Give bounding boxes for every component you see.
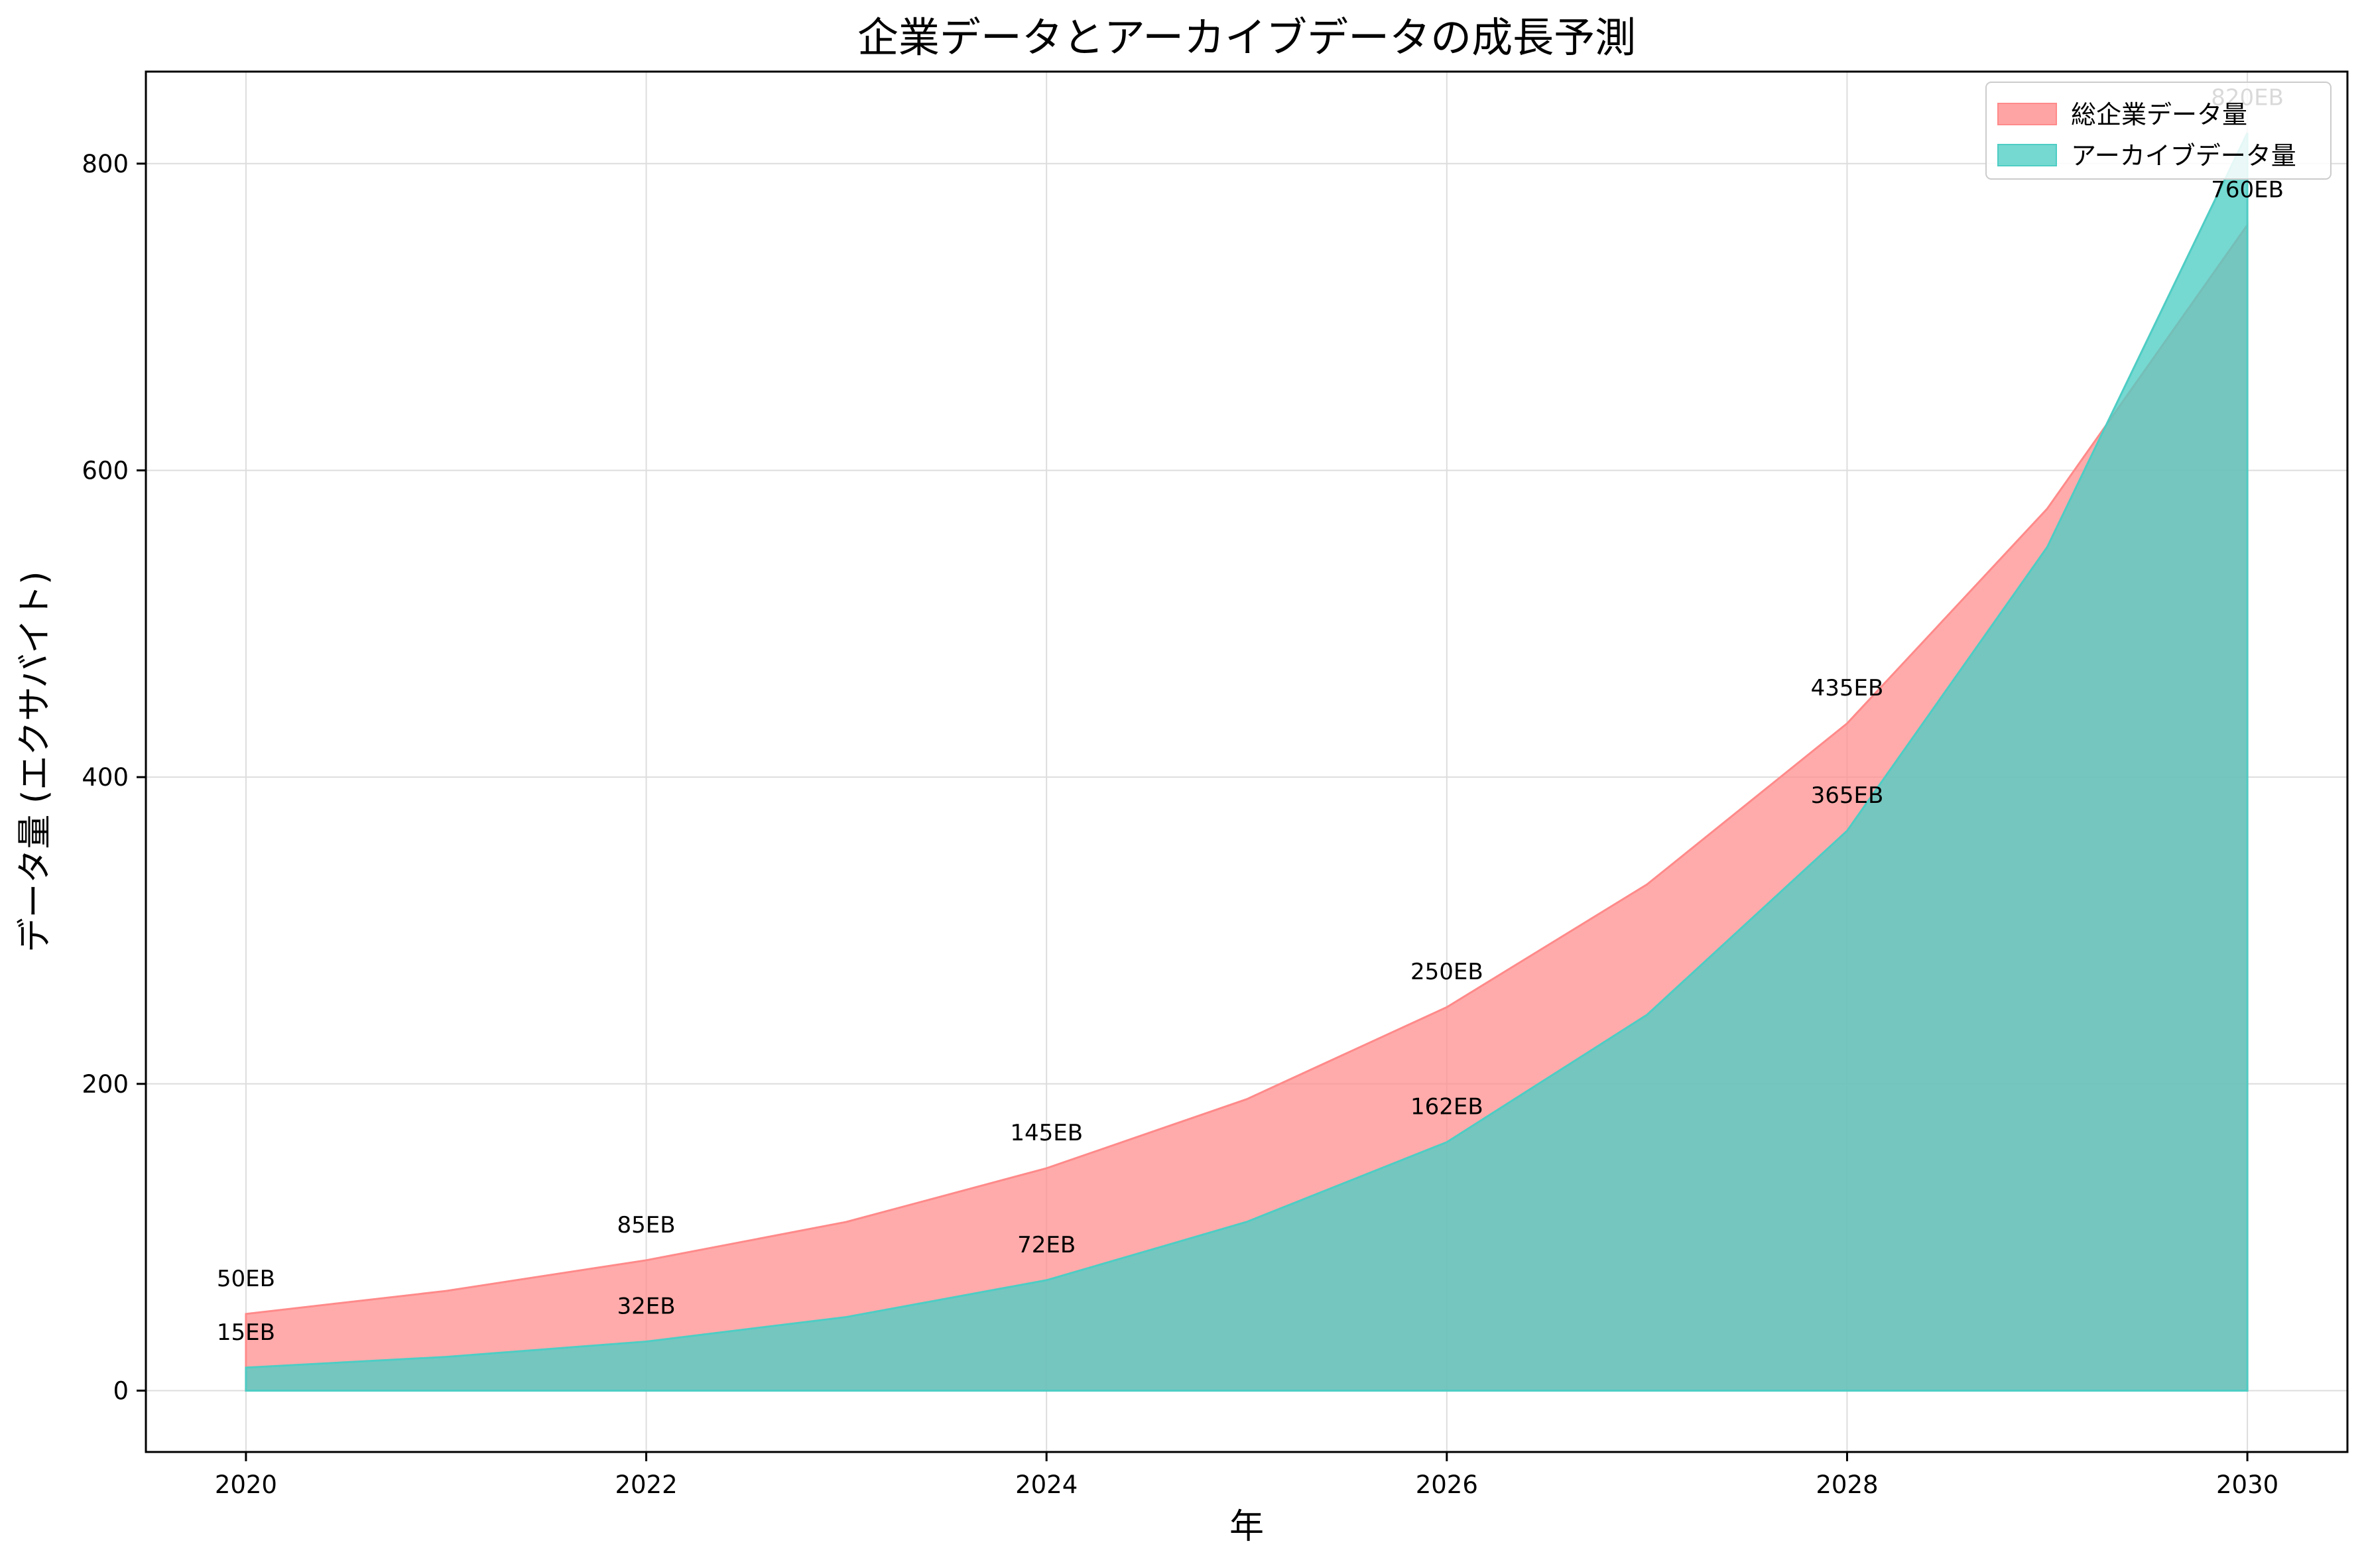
data-label: 15EB	[217, 1319, 275, 1346]
plot-frame	[145, 70, 2349, 1453]
y-tick-label: 400	[82, 763, 129, 792]
x-tick-label: 2022	[615, 1471, 677, 1499]
axis-ticks: 2020 2022 2024 2026 2028 2030 0 200 400 600 800	[82, 150, 2278, 1499]
data-label: 50EB	[217, 1266, 275, 1292]
legend-label: アーカイブデータ量	[2071, 141, 2296, 170]
y-axis-label: データ量 (エクサバイト)	[15, 571, 55, 952]
x-tick-label: 2020	[215, 1471, 277, 1499]
data-label: 145EB	[1010, 1120, 1083, 1146]
data-label: 72EB	[1017, 1232, 1076, 1258]
data-label: 85EB	[617, 1212, 676, 1238]
legend-swatch	[1997, 144, 2057, 166]
legend-label: 総企業データ量	[2071, 100, 2247, 129]
area-series-2	[245, 132, 2249, 1392]
y-tick-label: 600	[82, 456, 129, 485]
x-axis-label: 年	[1229, 1507, 1264, 1547]
area-layer	[245, 132, 2249, 1392]
y-tick-label: 800	[82, 150, 129, 178]
data-label: 250EB	[1410, 959, 1483, 985]
data-label: 760EB	[2211, 176, 2284, 203]
y-tick-label: 200	[82, 1070, 129, 1099]
data-label: 162EB	[1410, 1094, 1483, 1120]
data-label: 365EB	[1811, 782, 1884, 809]
x-tick-label: 2028	[1816, 1471, 1878, 1499]
x-tick-label: 2024	[1015, 1471, 1078, 1499]
chart-title: 企業データとアーカイブデータの成長予測	[857, 13, 1636, 62]
y-tick-label: 0	[113, 1376, 129, 1405]
legend-swatch	[1997, 103, 2057, 125]
data-label: 32EB	[617, 1293, 676, 1319]
legend-box	[1985, 82, 2332, 180]
data-label: 435EB	[1811, 675, 1884, 701]
x-tick-label: 2030	[2216, 1471, 2278, 1499]
x-tick-label: 2026	[1416, 1471, 1478, 1499]
grid	[146, 72, 2347, 1452]
